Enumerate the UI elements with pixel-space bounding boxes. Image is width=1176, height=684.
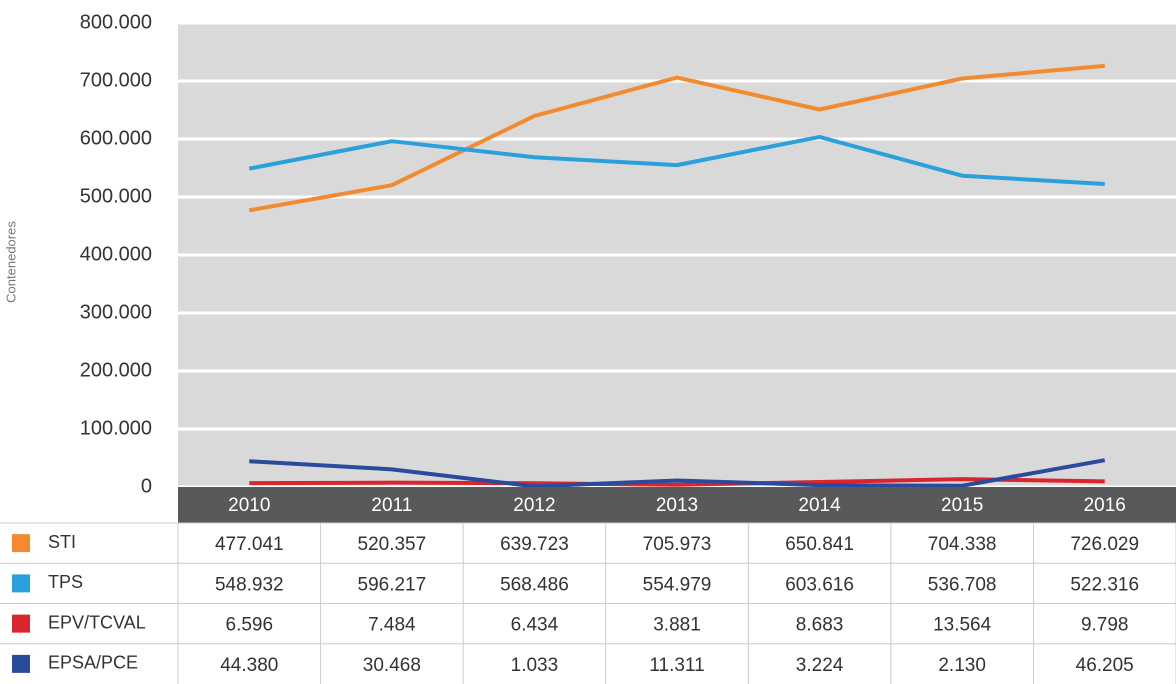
- table-cell: 596.217: [358, 574, 427, 595]
- y-tick-label: 600.000: [80, 127, 152, 149]
- table-cell: 603.616: [785, 574, 854, 595]
- legend-label: TPS: [48, 572, 83, 592]
- table-cell: 554.979: [643, 574, 712, 595]
- y-tick-label: 200.000: [80, 359, 152, 381]
- table-cell: 6.434: [511, 615, 559, 636]
- table-cell: 548.932: [215, 574, 284, 595]
- y-tick-label: 400.000: [80, 243, 152, 265]
- legend-label: EPSA/PCE: [48, 653, 138, 673]
- x-tick-label: 2010: [228, 495, 270, 516]
- x-tick-label: 2016: [1084, 495, 1126, 516]
- table-cell: 9.798: [1081, 615, 1129, 636]
- legend-swatch: [12, 574, 30, 593]
- table-cell: 1.033: [511, 655, 559, 676]
- table-cell: 11.311: [649, 655, 704, 676]
- table-cell: 30.468: [363, 655, 421, 676]
- y-tick-label: 800.000: [80, 11, 152, 33]
- table-cell: 650.841: [785, 534, 854, 555]
- series-line: [248, 134, 1105, 187]
- table-cell: 477.041: [215, 534, 284, 555]
- table-cell: 13.564: [933, 615, 992, 636]
- x-tick-label: 2013: [656, 495, 698, 516]
- table-cell: 46.205: [1076, 655, 1134, 676]
- table-cell: 44.380: [220, 655, 278, 676]
- table-cell: 639.723: [500, 534, 569, 555]
- y-tick-label: 700.000: [80, 69, 152, 91]
- y-tick-label: 300.000: [80, 301, 152, 323]
- legend-label: STI: [48, 532, 76, 552]
- table-cell: 522.316: [1070, 574, 1139, 595]
- x-tick-label: 2011: [371, 495, 412, 516]
- table-cell: 2.130: [938, 655, 986, 676]
- legend-swatch: [12, 614, 30, 633]
- table-cell: 520.357: [358, 534, 427, 555]
- table-cell: 3.224: [796, 655, 844, 676]
- table-cell: 705.973: [643, 534, 712, 555]
- x-tick-label: 2015: [941, 495, 983, 516]
- table-cell: 704.338: [928, 534, 997, 555]
- table-cell: 7.484: [368, 615, 416, 636]
- table-cell: 568.486: [500, 574, 569, 595]
- y-tick-label: 0: [141, 475, 152, 497]
- table-cell: 726.029: [1070, 534, 1139, 555]
- table-cell: 6.596: [226, 615, 274, 636]
- table-cell: 3.881: [653, 615, 701, 636]
- series-line: [249, 458, 1106, 489]
- x-tick-label: 2014: [798, 495, 841, 516]
- legend-swatch: [12, 654, 30, 673]
- series-line: [249, 477, 1105, 487]
- table-cell: 536.708: [928, 574, 997, 595]
- series-line: [248, 63, 1105, 213]
- legend-swatch: [12, 534, 30, 553]
- legend-label: EPV/TCVAL: [48, 612, 146, 632]
- table-cell: 8.683: [796, 615, 844, 636]
- y-tick-label: 500.000: [80, 185, 152, 207]
- category-header: [178, 487, 1176, 523]
- x-tick-label: 2012: [513, 495, 555, 516]
- y-axis-label: Contenedores: [3, 221, 18, 303]
- y-tick-label: 100.000: [80, 417, 152, 439]
